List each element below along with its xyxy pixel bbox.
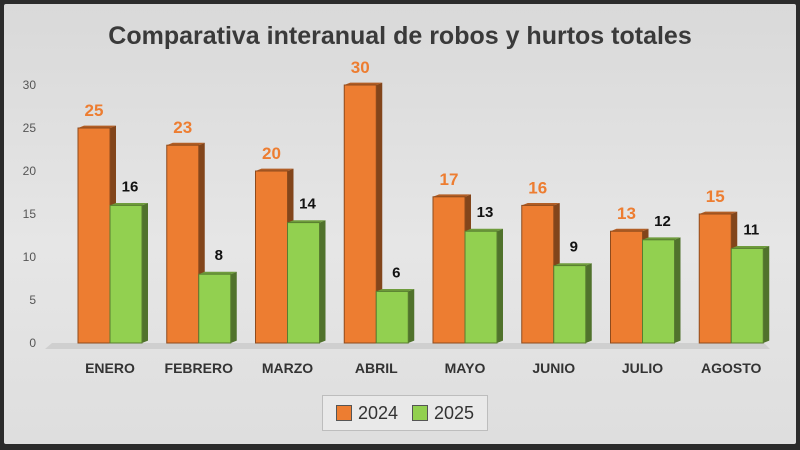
bar-top-2025 xyxy=(198,271,237,275)
bar-top-2024 xyxy=(78,125,116,128)
bar-top-2025 xyxy=(731,246,770,249)
bar-top-2025 xyxy=(287,220,326,223)
bar-2025 xyxy=(464,230,498,344)
x-tick-label: MAYO xyxy=(445,360,486,376)
data-label-2024: 25 xyxy=(85,101,104,120)
data-label-2025: 13 xyxy=(477,204,494,221)
bar-2024 xyxy=(698,213,732,344)
bar-top-2024 xyxy=(433,194,471,197)
legend-item-2025: 2025 xyxy=(412,403,474,424)
data-label-2024: 16 xyxy=(528,178,547,197)
bar-top-2025 xyxy=(553,263,592,266)
data-label-2024: 20 xyxy=(262,144,281,163)
x-tick-label: ENERO xyxy=(85,360,135,376)
bar-side-2025 xyxy=(319,220,326,343)
bar-side-2025 xyxy=(674,237,681,343)
y-tick-label: 15 xyxy=(23,207,37,221)
data-label-2024: 13 xyxy=(617,204,636,223)
bar-top-2025 xyxy=(642,237,681,240)
x-tick-label: JUNIO xyxy=(532,360,575,376)
bar-2024 xyxy=(77,127,111,344)
chart-title: Comparativa interanual de robos y hurtos… xyxy=(108,22,692,50)
bar-top-2024 xyxy=(344,82,383,85)
x-tick-label: MARZO xyxy=(262,360,313,376)
bar-top-2024 xyxy=(521,203,560,206)
bar-side-2024 xyxy=(376,82,383,343)
y-tick-label: 10 xyxy=(23,250,37,264)
legend-label-2025: 2025 xyxy=(434,402,475,423)
data-label-2025: 12 xyxy=(654,213,671,230)
data-label-2024: 30 xyxy=(351,58,370,77)
data-label-2025: 16 xyxy=(122,178,139,195)
data-label-2024: 23 xyxy=(173,118,192,137)
bar-side-2025 xyxy=(230,271,237,343)
data-label-2024: 17 xyxy=(440,170,459,189)
bar-side-2025 xyxy=(408,289,415,343)
bar-top-2024 xyxy=(699,211,738,214)
y-tick-label: 20 xyxy=(23,164,37,178)
bar-2024 xyxy=(343,84,377,344)
bar-2025 xyxy=(287,222,320,344)
bar-top-2025 xyxy=(110,203,148,206)
data-label-2025: 6 xyxy=(392,264,400,281)
y-tick-label: 25 xyxy=(23,121,37,135)
bar-2025 xyxy=(198,273,232,344)
bar-2024 xyxy=(610,230,643,344)
x-tick-label: JULIO xyxy=(622,360,663,376)
legend-label-2024: 2024 xyxy=(357,402,398,423)
x-tick-label: FEBRERO xyxy=(165,360,234,376)
bar-2025 xyxy=(642,239,675,344)
bar-top-2025 xyxy=(465,228,503,232)
bar-2025 xyxy=(375,290,409,344)
y-tick-label: 0 xyxy=(29,336,36,350)
data-label-2025: 8 xyxy=(215,247,223,264)
y-tick-label: 30 xyxy=(23,78,37,92)
bar-top-2024 xyxy=(255,168,294,171)
data-label-2025: 14 xyxy=(299,196,316,213)
data-label-2025: 9 xyxy=(570,239,578,256)
bar-top-2025 xyxy=(376,289,415,292)
bar-side-2025 xyxy=(585,263,592,343)
bar-2024 xyxy=(521,204,555,344)
bar-top-2024 xyxy=(610,228,649,232)
data-label-2025: 11 xyxy=(743,221,759,238)
x-tick-label: AGOSTO xyxy=(701,360,762,376)
bar-2025 xyxy=(730,247,764,344)
bar-side-2025 xyxy=(763,246,770,343)
legend-swatch-2025 xyxy=(412,405,428,421)
legend-swatch-2024 xyxy=(335,405,352,421)
bar-2024 xyxy=(166,144,200,344)
y-tick-label: 5 xyxy=(29,293,36,307)
legend-item-2024: 2024 xyxy=(335,402,398,424)
bar-2024 xyxy=(432,196,466,344)
data-label-2024: 15 xyxy=(706,187,725,206)
bar-2025 xyxy=(553,265,587,344)
bar-side-2025 xyxy=(142,203,148,343)
chart-legend: 2024 2025 xyxy=(322,395,488,431)
chart-floor xyxy=(45,343,770,349)
bar-top-2024 xyxy=(166,142,205,146)
bar-side-2025 xyxy=(497,228,503,343)
x-tick-label: ABRIL xyxy=(355,360,398,376)
bar-2024 xyxy=(255,170,288,344)
bar-2025 xyxy=(109,204,143,344)
